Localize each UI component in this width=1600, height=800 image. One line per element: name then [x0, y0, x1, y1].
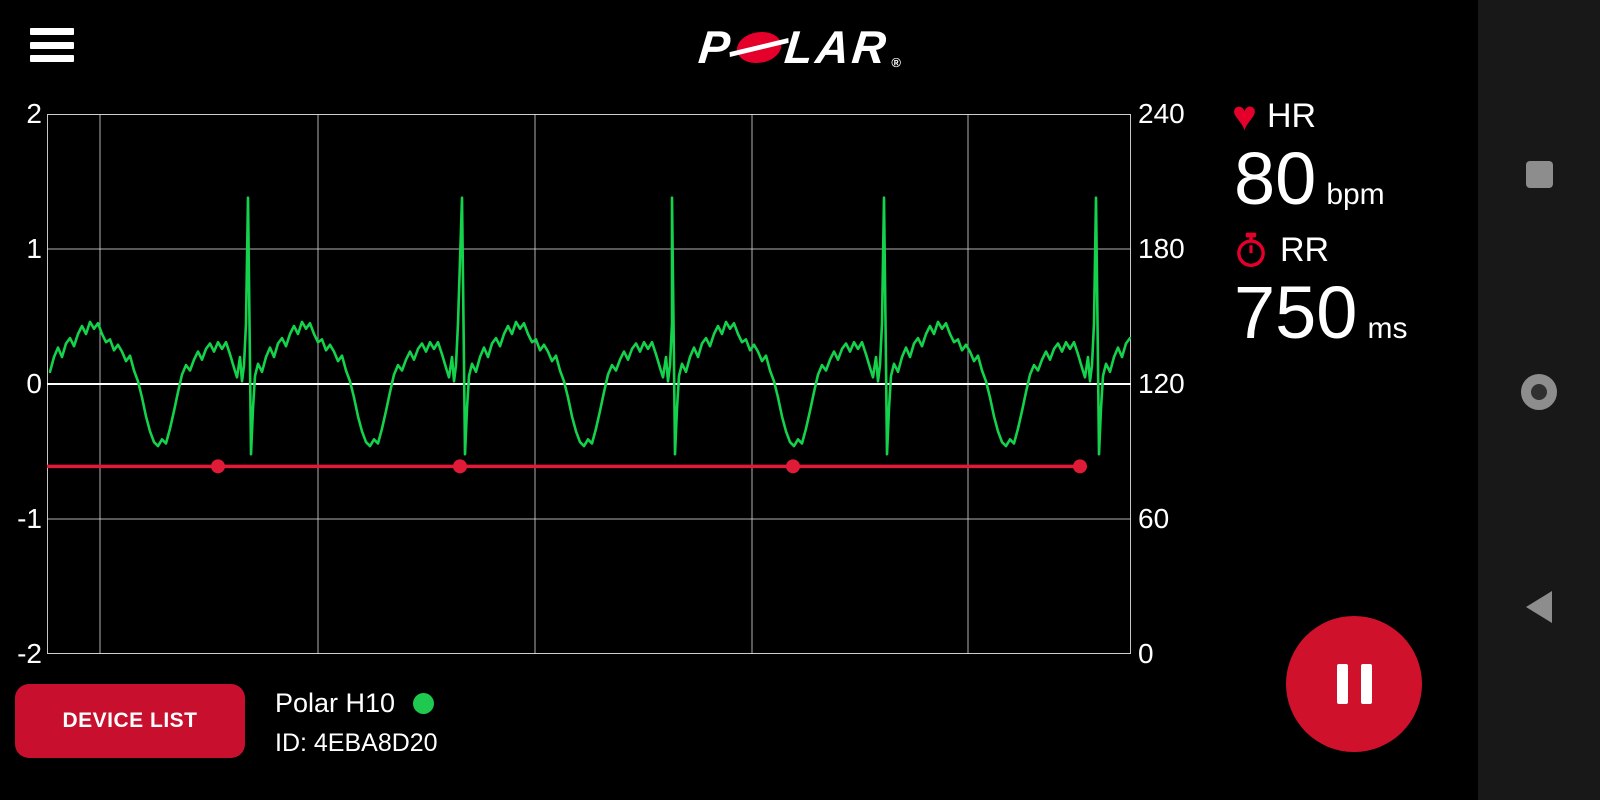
square-icon	[1525, 160, 1553, 188]
device-name: Polar H10	[275, 688, 396, 718]
ecg-chart	[47, 114, 1131, 654]
device-info: Polar H10 ID: 4EBA8D20	[275, 688, 438, 758]
hr-value-row: 80 bpm	[1234, 140, 1476, 218]
y-axis-label: 1	[26, 233, 42, 264]
circle-icon	[1521, 374, 1557, 410]
android-nav-bar	[1478, 0, 1600, 800]
triangle-icon	[1526, 591, 1552, 623]
hamburger-icon	[30, 28, 74, 35]
connection-status-dot	[413, 693, 435, 714]
rr-header: RR	[1232, 228, 1476, 272]
rr-value-row: 750 ms	[1234, 274, 1476, 352]
menu-button[interactable]	[30, 26, 76, 64]
registered-mark: ®	[891, 55, 901, 70]
top-bar: P LAR ®	[0, 0, 1600, 90]
rr-value: 750	[1234, 271, 1358, 354]
y-axis-label: -1	[17, 503, 42, 534]
y-axis-label: 60	[1138, 503, 1170, 534]
recents-button[interactable]	[1509, 144, 1569, 204]
hr-value: 80	[1234, 137, 1317, 220]
polar-logo: P LAR ®	[696, 20, 901, 74]
y-axis-label: -2	[17, 638, 42, 669]
y-axis-label: 120	[1138, 368, 1185, 399]
logo-letter: P	[696, 21, 736, 73]
heart-icon: ♥	[1232, 92, 1257, 139]
device-list-button[interactable]: DEVICE LIST	[15, 684, 245, 758]
home-button[interactable]	[1509, 362, 1569, 422]
measurement-panel: ♥ HR 80 bpm RR 750 ms	[1232, 94, 1476, 362]
back-button[interactable]	[1509, 577, 1569, 637]
y-axis-label: 0	[26, 368, 42, 399]
y-axis-label: 2	[26, 98, 42, 129]
pause-button[interactable]	[1286, 616, 1422, 752]
hr-unit: bpm	[1326, 178, 1385, 211]
y-axis-label: 180	[1138, 233, 1185, 264]
y-axis-label: 240	[1138, 98, 1185, 129]
polar-logo-o-icon	[729, 31, 789, 63]
device-id: ID: 4EBA8D20	[275, 729, 438, 757]
pause-icon	[1336, 664, 1372, 704]
logo-letters: LAR	[782, 21, 892, 73]
hr-label: HR	[1266, 96, 1317, 135]
y-axis-label: 0	[1138, 638, 1154, 669]
rr-label: RR	[1280, 230, 1330, 269]
rr-unit: ms	[1367, 312, 1408, 345]
ecg-chart-area: 2 1 0 -1 -2 240 180 120 60 0	[0, 90, 1230, 690]
stopwatch-icon	[1237, 232, 1265, 267]
hr-header: ♥ HR	[1232, 94, 1476, 138]
